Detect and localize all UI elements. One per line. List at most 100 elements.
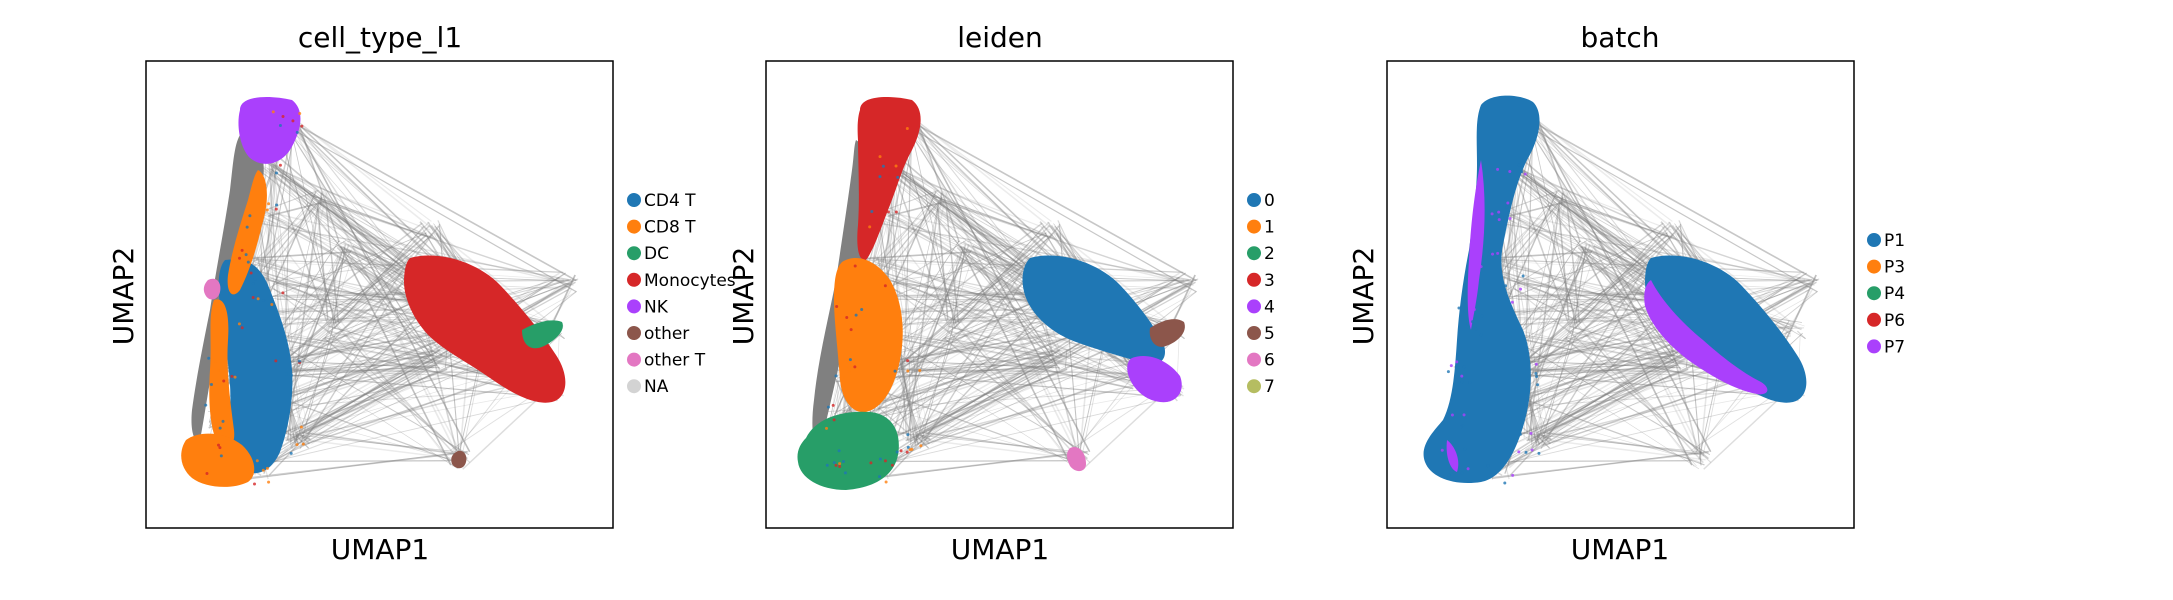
scatter-point (249, 271, 253, 275)
graph-edge (897, 374, 920, 432)
legend-label: P6 (1884, 311, 1905, 331)
scatter-point (1497, 210, 1501, 214)
graph-edge (1503, 223, 1810, 281)
graph-edge (1541, 434, 1552, 441)
scatter-point (1523, 172, 1527, 176)
graph-edge (1805, 288, 1812, 292)
cluster-region (1022, 255, 1165, 365)
graph-edge (872, 396, 1176, 467)
graph-edge (320, 200, 571, 286)
scatter-point (883, 284, 887, 288)
scatter-point (240, 326, 244, 330)
graph-edge (1509, 232, 1668, 299)
scatter-point (289, 373, 293, 377)
graph-edge (247, 208, 313, 275)
graph-edge (1509, 159, 1569, 323)
graph-edge (892, 170, 968, 254)
legend-item: Monocytes (627, 271, 736, 291)
scatter-point (869, 461, 873, 465)
graph-edge (274, 164, 434, 363)
graph-edge (915, 123, 1024, 262)
scatter-point (834, 374, 838, 378)
graph-edge (295, 130, 577, 293)
graph-edge (1488, 251, 1592, 260)
graph-edge (328, 339, 440, 357)
legend-label: P4 (1884, 284, 1905, 304)
graph-edge (262, 223, 569, 281)
legend-marker (627, 379, 641, 394)
graph-edge (910, 354, 1063, 433)
scatter-point (218, 426, 222, 430)
graph-edge (1522, 206, 1560, 368)
graph-edge (894, 164, 1054, 363)
scatter-point (824, 426, 828, 430)
graph-edge (278, 255, 339, 364)
graph-edge (434, 351, 440, 353)
legend-marker (627, 272, 641, 287)
panel-title: batch (1580, 21, 1659, 54)
scatter-point (1450, 413, 1454, 417)
scatter-point (887, 174, 891, 178)
graph-edge (920, 331, 953, 445)
scatter-point (1491, 252, 1495, 256)
graph-edge (1534, 257, 1594, 434)
graph-edge (1530, 360, 1677, 373)
legend-label: CD4 T (644, 191, 696, 211)
graph-edge (1534, 355, 1673, 373)
scatter-point (841, 460, 845, 464)
graph-edge (899, 116, 1061, 370)
scatter-point (217, 443, 221, 447)
graph-edge (928, 281, 1196, 432)
legend-item: NA (627, 377, 669, 397)
graph-edge (957, 324, 1076, 467)
legend-marker (627, 219, 641, 234)
graph-edge (910, 115, 1091, 453)
graph-edge (1566, 221, 1671, 329)
graph-edge (250, 450, 469, 480)
graph-edge (1517, 275, 1655, 381)
scatter-point (895, 450, 899, 454)
scatter-point (899, 449, 903, 453)
scatter-point (253, 277, 257, 281)
graph-edge (258, 239, 347, 295)
graph-edge (1511, 156, 1535, 380)
scatter-point (1534, 372, 1538, 376)
graph-edge (892, 164, 922, 431)
graph-edge (289, 115, 432, 222)
graph-edge (842, 359, 1149, 426)
graph-edge (295, 123, 404, 262)
legend-label: 7 (1264, 377, 1275, 397)
graph-edge (1519, 255, 1580, 364)
scatter-point (1517, 163, 1521, 167)
scatter-point (253, 482, 257, 486)
scatter-point (1519, 287, 1523, 291)
graph-edge (1503, 172, 1590, 243)
scatter-point (878, 475, 882, 479)
graph-edge (860, 259, 1184, 280)
graph-edge (871, 201, 935, 265)
graph-edge (1580, 246, 1693, 466)
graph-edge (261, 208, 311, 440)
legend-label: CD8 T (644, 218, 696, 238)
graph-edge (268, 201, 324, 217)
graph-edge (919, 272, 1029, 449)
graph-edge (462, 390, 548, 470)
graph-edge (953, 232, 1054, 340)
graph-edge (339, 246, 452, 466)
scatter-point (1466, 322, 1470, 326)
graph-edge (947, 325, 1061, 359)
graph-edge (1518, 261, 1652, 281)
graph-edge (915, 132, 1078, 455)
scatter-point (1510, 300, 1514, 304)
scatter-point (884, 480, 888, 484)
graph-edge (914, 432, 918, 444)
graph-edge (1564, 337, 1709, 460)
cluster-layer (181, 97, 566, 487)
graph-edge (903, 360, 1060, 369)
scatter-point (205, 471, 209, 475)
graph-edge (1082, 390, 1168, 470)
graph-edge (902, 115, 913, 439)
graph-edge (860, 266, 1137, 389)
graph-edge (284, 375, 527, 381)
graph-edge (891, 286, 954, 337)
